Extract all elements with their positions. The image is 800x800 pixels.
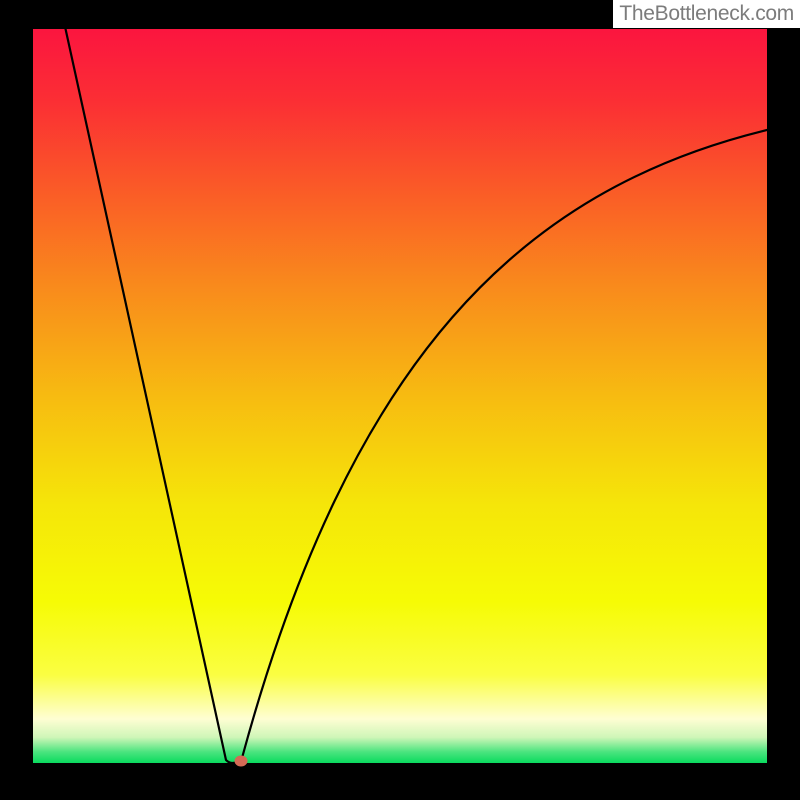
chart-container: { "attribution": { "text": "TheBottlenec… — [0, 0, 800, 800]
plot-area — [33, 29, 767, 763]
bottleneck-curve — [33, 29, 767, 763]
optimal-point-marker — [235, 756, 248, 767]
attribution-text: TheBottleneck.com — [619, 2, 794, 25]
attribution-label: TheBottleneck.com — [613, 0, 800, 28]
curve-path — [64, 29, 767, 763]
